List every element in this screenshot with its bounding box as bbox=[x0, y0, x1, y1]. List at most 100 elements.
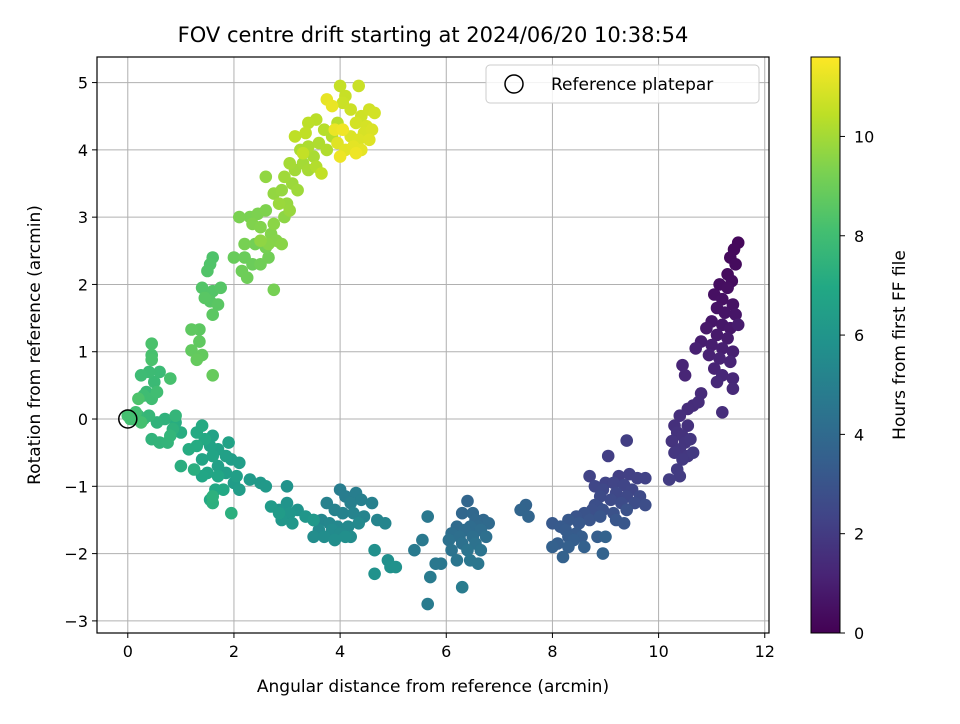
colorbar-gradient bbox=[810, 56, 841, 634]
data-point bbox=[583, 469, 596, 483]
data-point bbox=[349, 116, 363, 130]
data-point bbox=[639, 498, 652, 512]
data-point bbox=[344, 103, 358, 116]
data-point bbox=[556, 550, 570, 564]
data-point bbox=[721, 281, 734, 295]
data-point bbox=[639, 471, 652, 485]
data-point bbox=[471, 557, 485, 570]
y-axis-label: Rotation from reference (arcmin) bbox=[25, 205, 45, 485]
data-point bbox=[211, 469, 225, 483]
data-point bbox=[726, 298, 740, 311]
data-point bbox=[716, 406, 729, 419]
data-point bbox=[206, 490, 219, 503]
data-point bbox=[233, 210, 246, 224]
data-point bbox=[726, 382, 740, 396]
data-point bbox=[206, 308, 219, 322]
data-point bbox=[211, 298, 225, 311]
colorbar-tick-label: 8 bbox=[854, 227, 864, 246]
data-point bbox=[583, 513, 596, 527]
grid-lines bbox=[97, 57, 769, 633]
data-point bbox=[684, 432, 697, 446]
data-point bbox=[145, 337, 158, 351]
data-point bbox=[607, 476, 620, 490]
data-point bbox=[267, 217, 281, 231]
data-point bbox=[702, 348, 716, 362]
legend-marker-icon bbox=[504, 74, 524, 94]
data-point bbox=[206, 449, 219, 463]
data-point bbox=[134, 416, 148, 429]
data-point bbox=[713, 352, 726, 365]
y-tick-label: −1 bbox=[64, 477, 88, 496]
data-point bbox=[522, 510, 535, 523]
data-point bbox=[421, 597, 435, 611]
data-point bbox=[710, 328, 724, 342]
data-point bbox=[442, 533, 456, 547]
data-point bbox=[227, 251, 241, 264]
data-point bbox=[352, 79, 366, 93]
data-point bbox=[368, 567, 381, 581]
x-tick-label: 10 bbox=[648, 642, 668, 661]
data-point bbox=[190, 353, 204, 367]
data-point bbox=[365, 123, 379, 136]
colorbar-ticks: 0 2 4 6 8 10 bbox=[840, 127, 874, 643]
data-point bbox=[678, 369, 692, 382]
data-point bbox=[233, 483, 246, 497]
data-point bbox=[450, 554, 464, 567]
data-point bbox=[214, 281, 227, 295]
data-point bbox=[150, 385, 164, 399]
x-tick-label: 6 bbox=[441, 642, 451, 661]
data-point bbox=[280, 480, 294, 493]
legend-label: Reference platepar bbox=[551, 75, 713, 95]
data-point bbox=[272, 506, 286, 520]
data-point bbox=[729, 308, 742, 322]
data-point bbox=[325, 99, 339, 113]
data-point bbox=[726, 372, 740, 385]
data-point bbox=[352, 517, 366, 530]
data-point bbox=[307, 513, 320, 527]
data-point bbox=[593, 510, 607, 523]
data-point bbox=[365, 496, 379, 510]
y-tick-label: −3 bbox=[64, 612, 88, 631]
data-point bbox=[705, 338, 718, 352]
data-point bbox=[328, 533, 342, 547]
data-point bbox=[254, 234, 267, 247]
data-point bbox=[424, 570, 437, 584]
data-point bbox=[299, 126, 312, 140]
data-point bbox=[710, 375, 724, 389]
data-point bbox=[700, 321, 713, 335]
data-point bbox=[686, 446, 700, 460]
data-point bbox=[153, 365, 166, 379]
data-point bbox=[673, 409, 687, 423]
data-point bbox=[132, 392, 145, 406]
data-point bbox=[445, 543, 458, 557]
data-point bbox=[182, 443, 196, 456]
data-point bbox=[718, 306, 732, 320]
data-point bbox=[378, 517, 392, 530]
x-tick-label: 8 bbox=[547, 642, 557, 661]
y-tick-label: −2 bbox=[64, 545, 88, 564]
data-point bbox=[145, 353, 158, 367]
data-point bbox=[187, 463, 201, 476]
data-point bbox=[461, 494, 474, 508]
data-point bbox=[689, 342, 702, 355]
data-point bbox=[339, 530, 352, 544]
data-point bbox=[429, 557, 443, 570]
y-tick-label: 1 bbox=[78, 343, 88, 362]
chart-title: FOV centre drift starting at 2024/06/20 … bbox=[178, 23, 689, 47]
data-point bbox=[461, 543, 474, 557]
data-point bbox=[259, 204, 273, 217]
data-point bbox=[243, 473, 257, 486]
data-point bbox=[336, 123, 350, 136]
data-point bbox=[225, 506, 238, 520]
y-tick-label: 4 bbox=[78, 141, 88, 160]
data-point bbox=[302, 116, 315, 130]
data-point bbox=[363, 133, 376, 147]
data-point bbox=[296, 146, 310, 160]
data-point bbox=[546, 540, 559, 554]
data-point bbox=[673, 469, 687, 483]
data-point bbox=[198, 291, 212, 305]
data-point bbox=[729, 258, 742, 271]
data-point bbox=[164, 372, 177, 385]
data-point bbox=[217, 483, 230, 497]
x-tick-label: 0 bbox=[123, 642, 133, 661]
